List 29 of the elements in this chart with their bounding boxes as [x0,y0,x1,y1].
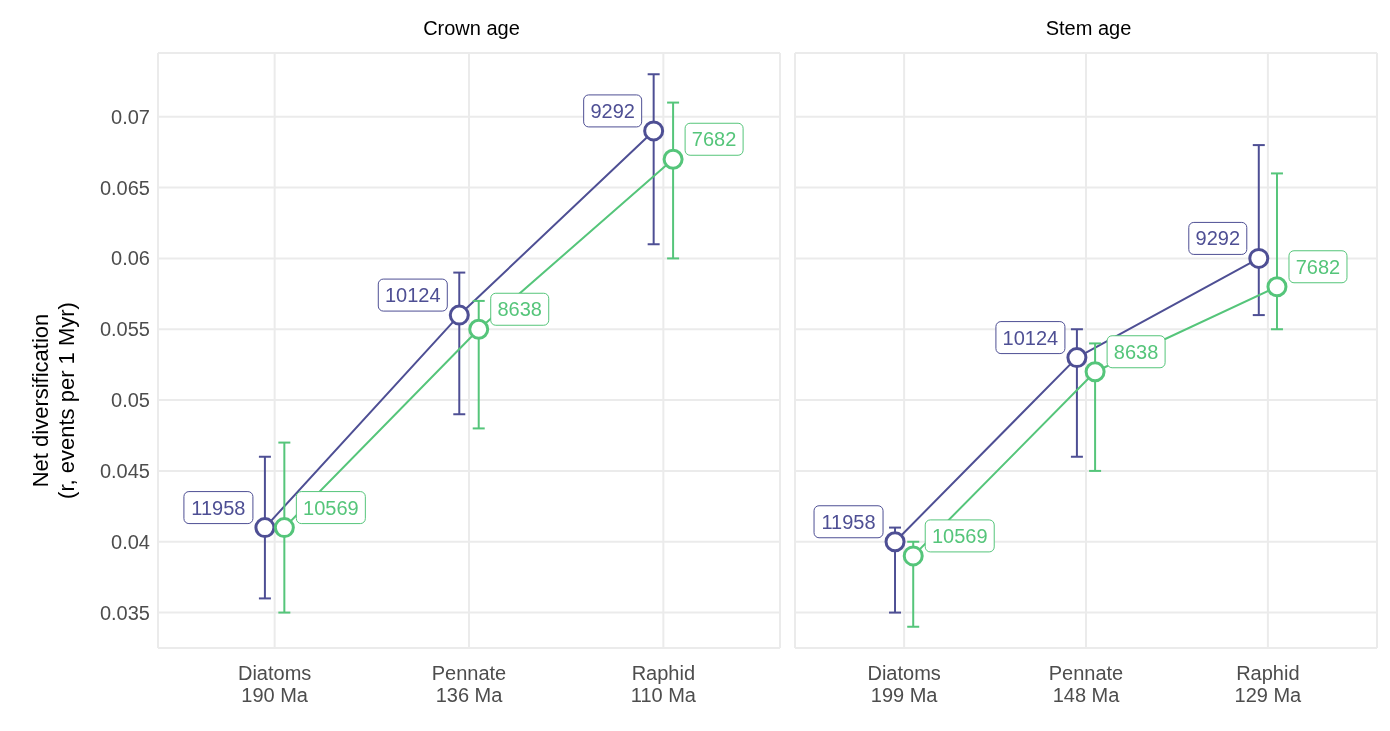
x-tick-label: Raphid 110 Ma [630,662,697,706]
y-tick-label: 0.05 [111,389,150,412]
x-tick-label: Raphid 129 Ma [1234,662,1303,706]
annotation: 10124 [384,284,441,307]
annotation: 10124 [1002,326,1059,349]
annotation: 11958 [821,510,876,533]
annotation: 9292 [1195,227,1241,250]
annotation: 7682 [1295,255,1341,278]
y-tick-label: 0.06 [111,247,150,270]
x-tick-label: Diatoms 199 Ma [867,662,941,706]
chart-title: Crown age [422,16,521,41]
y-tick-label: 0.065 [99,176,150,199]
x-tick-label: Diatoms 190 Ma [237,662,312,706]
y-tick-label: 0.035 [99,601,150,624]
y-axis-title: Net diversification (r, events per 1 Myr) [28,302,79,499]
annotation: 7682 [691,128,737,151]
annotation: 10569 [931,524,988,547]
chart-title: Stem age [1044,16,1133,41]
annotation: 11958 [191,496,246,519]
y-tick-label: 0.055 [99,318,150,341]
annotation: 8638 [497,298,542,321]
annotation: 8638 [1113,340,1159,363]
y-tick-label: 0.045 [99,459,150,482]
y-tick-label: 0.04 [111,530,150,553]
annotation: 10569 [303,496,359,519]
x-tick-label: Pennate 136 Ma [431,662,507,706]
y-tick-label: 0.07 [111,105,150,128]
x-tick-label: Pennate 148 Ma [1048,662,1124,706]
annotation: 9292 [590,99,635,122]
